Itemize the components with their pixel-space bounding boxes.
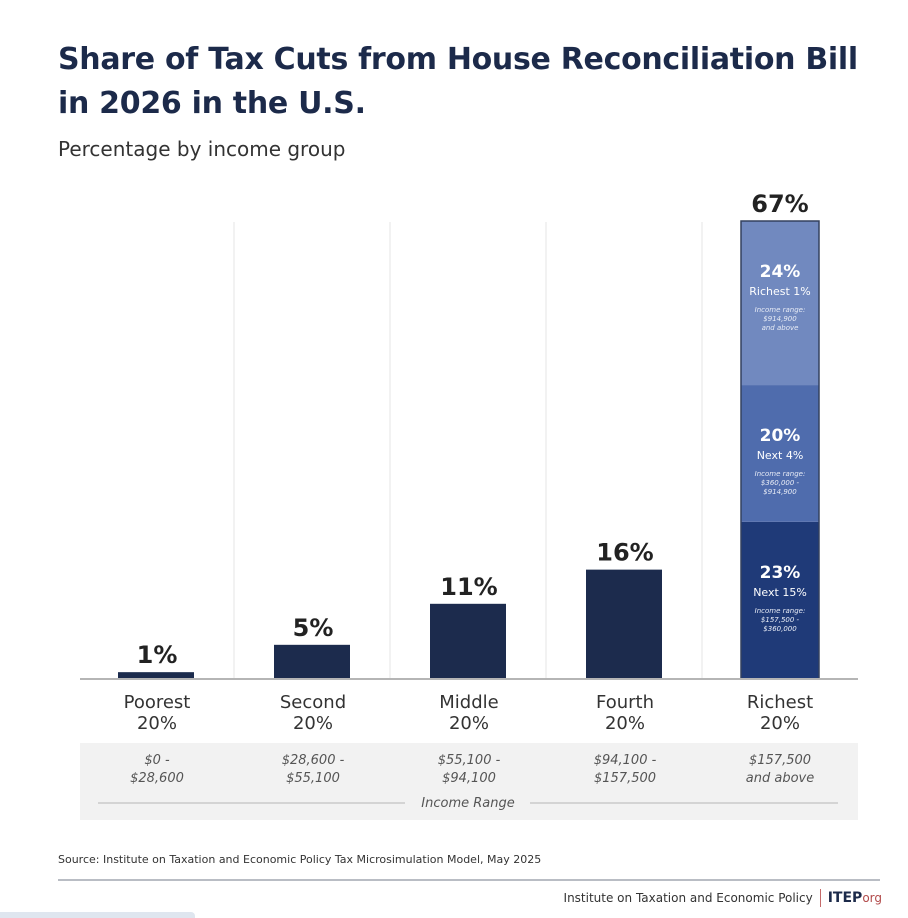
brand-logo: ITEP bbox=[827, 890, 863, 906]
segment-value-label: 23% bbox=[760, 563, 801, 583]
category-label: 20% bbox=[449, 713, 489, 734]
bar-chart: 1%Poorest20%5%Second20%11%Middle20%16%Fo… bbox=[80, 190, 858, 820]
category-label: 20% bbox=[605, 713, 645, 734]
value-label: 1% bbox=[137, 641, 178, 669]
bar-middle-20 bbox=[430, 603, 506, 679]
segment-name-label: Next 15% bbox=[753, 586, 807, 599]
income-range-label: and above bbox=[746, 771, 814, 786]
category-label: 20% bbox=[137, 713, 177, 734]
chart-subtitle: Percentage by income group bbox=[58, 137, 346, 161]
income-range-panel bbox=[80, 743, 858, 820]
income-range-label: $28,600 - bbox=[282, 753, 345, 768]
value-label: 5% bbox=[293, 614, 334, 642]
bars bbox=[118, 220, 820, 680]
gridlines bbox=[233, 222, 703, 679]
bar-segment-next-15- bbox=[741, 521, 819, 679]
income-range-label: $94,100 bbox=[442, 771, 496, 786]
income-ranges: $0 - $28,600 $28,600 - $55,100 $55,100 - $94,… bbox=[130, 753, 814, 786]
source-note: Source: Institute on Taxation and Econom… bbox=[58, 853, 542, 866]
bar-stacked-richest-20 bbox=[740, 220, 820, 680]
segment-name-label: Richest 1% bbox=[749, 285, 810, 298]
value-label: 67% bbox=[751, 190, 808, 218]
bar-second-20 bbox=[274, 644, 350, 679]
bar-segment-richest-1- bbox=[741, 221, 819, 386]
org-name: Institute on Taxation and Economic Polic… bbox=[563, 891, 813, 905]
segment-range-line: $914,900 bbox=[763, 488, 797, 496]
category-label: Poorest bbox=[124, 692, 191, 713]
segment-range-line: $157,500 - bbox=[761, 616, 800, 624]
income-range-label: $55,100 - bbox=[438, 753, 501, 768]
category-label: Fourth bbox=[596, 692, 654, 713]
footer-divider bbox=[58, 879, 880, 881]
brand-suffix: org bbox=[862, 891, 882, 905]
category-label: Second bbox=[280, 692, 346, 713]
chart-title: Share of Tax Cuts from House Reconciliat… bbox=[58, 42, 858, 121]
segment-value-label: 24% bbox=[760, 262, 801, 282]
category-label: 20% bbox=[760, 713, 800, 734]
labels: 1%Poorest20%5%Second20%11%Middle20%16%Fo… bbox=[124, 190, 814, 734]
segment-name-label: Next 4% bbox=[757, 449, 804, 462]
footer-separator bbox=[819, 889, 821, 907]
bar-segment-next-4- bbox=[741, 385, 819, 522]
income-range-label: $55,100 bbox=[286, 771, 340, 786]
bar-poorest-20 bbox=[118, 672, 194, 679]
income-range-label: $94,100 - bbox=[594, 753, 657, 768]
category-label: Middle bbox=[439, 692, 498, 713]
income-range-axis-label: Income Range bbox=[421, 796, 514, 811]
footer-branding: Institute on Taxation and Economic Polic… bbox=[564, 889, 882, 907]
segment-range-title: Income range: bbox=[755, 470, 806, 478]
income-range-label: $0 - bbox=[144, 753, 170, 768]
segment-range-title: Income range: bbox=[755, 306, 806, 314]
category-label: Richest bbox=[747, 692, 813, 713]
category-label: 20% bbox=[293, 713, 333, 734]
value-label: 16% bbox=[596, 539, 653, 567]
income-range-label: $157,500 bbox=[594, 771, 656, 786]
segment-range-title: Income range: bbox=[755, 607, 806, 615]
segment-range-line: $360,000 - bbox=[761, 479, 800, 487]
value-label: 11% bbox=[440, 573, 497, 601]
segment-value-label: 20% bbox=[760, 426, 801, 446]
income-range-label: $157,500 bbox=[749, 753, 811, 768]
segment-range-line: and above bbox=[762, 324, 799, 332]
income-range-label: $28,600 bbox=[130, 771, 184, 786]
segment-range-line: $360,000 bbox=[763, 625, 797, 633]
window-scrollbar-edge bbox=[0, 912, 195, 918]
segment-range-line: $914,900 bbox=[763, 315, 797, 323]
bar-fourth-20 bbox=[586, 569, 662, 679]
